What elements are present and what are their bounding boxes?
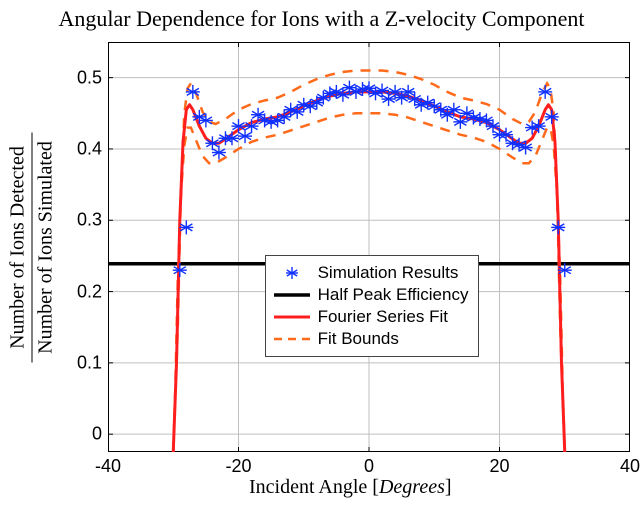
simulation-marker — [225, 131, 239, 145]
x-tick-label: 0 — [364, 456, 374, 477]
y-axis-label-numerator: Number of Ions Detected — [7, 133, 30, 363]
plot-area — [108, 42, 630, 452]
x-axis-label-italic: Degrees — [379, 476, 445, 498]
y-tick-label: 0.5 — [66, 67, 102, 88]
legend-swatch — [272, 329, 312, 349]
x-tick-label: 40 — [620, 456, 640, 477]
legend: Simulation ResultsHalf Peak EfficiencyFo… — [265, 255, 480, 357]
y-tick-label: 0.2 — [66, 281, 102, 302]
x-tick-label: 20 — [489, 456, 509, 477]
legend-swatch — [272, 307, 312, 327]
legend-label: Fourier Series Fit — [318, 307, 448, 327]
x-axis-label-suffix: ] — [445, 476, 452, 498]
y-axis-label-denominator: Number of Ions Simulated — [35, 133, 58, 363]
legend-item: Fourier Series Fit — [272, 306, 469, 328]
x-axis-label-prefix: Incident Angle [ — [249, 476, 379, 498]
simulation-marker — [238, 129, 252, 143]
simulation-marker — [532, 119, 546, 133]
y-tick-label: 0.1 — [66, 352, 102, 373]
legend-label: Simulation Results — [318, 263, 459, 283]
legend-swatch — [272, 285, 312, 305]
chart-root: Angular Dependence for Ions with a Z-vel… — [0, 0, 643, 508]
legend-item: Half Peak Efficiency — [272, 284, 469, 306]
x-tick-label: -20 — [225, 456, 251, 477]
legend-item: Fit Bounds — [272, 328, 469, 350]
x-tick-label: -40 — [95, 456, 121, 477]
simulation-marker — [545, 110, 559, 124]
simulation-marker — [179, 220, 193, 234]
y-tick-label: 0.3 — [66, 210, 102, 231]
y-tick-label: 0.4 — [66, 138, 102, 159]
y-axis-label-rule — [32, 133, 33, 363]
data-svg — [108, 42, 630, 452]
legend-label: Fit Bounds — [318, 329, 399, 349]
simulation-marker — [232, 119, 246, 133]
simulation-marker — [336, 88, 350, 102]
chart-title: Angular Dependence for Ions with a Z-vel… — [0, 6, 643, 32]
legend-label: Half Peak Efficiency — [318, 285, 469, 305]
legend-swatch — [272, 263, 312, 283]
legend-item: Simulation Results — [272, 262, 469, 284]
y-tick-label: 0 — [66, 424, 102, 445]
y-axis-label: Number of Ions Detected Number of Ions S… — [7, 133, 58, 363]
x-axis-label: Incident Angle [Degrees] — [249, 476, 452, 499]
simulation-marker — [551, 220, 565, 234]
simulation-marker — [375, 83, 389, 97]
